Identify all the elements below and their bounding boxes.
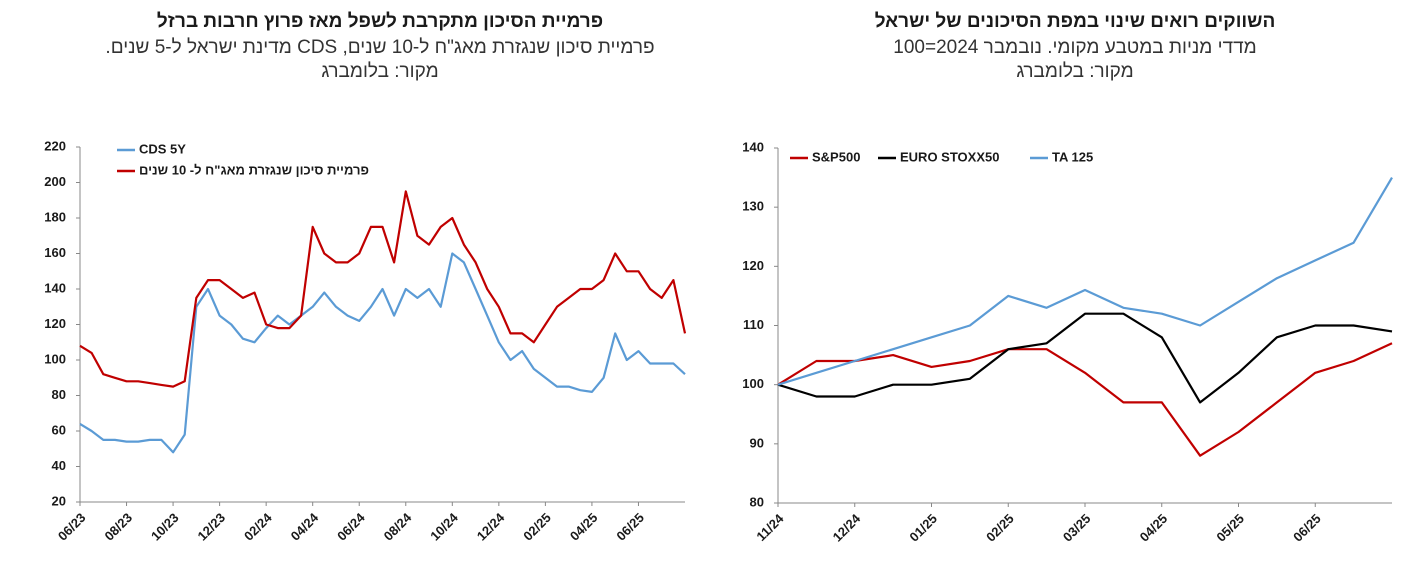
legend-label: EURO STOXX50 — [900, 149, 999, 164]
legend-label: CDS 5Y — [139, 141, 186, 156]
y-tick-label: 140 — [44, 280, 66, 295]
y-tick-label: 160 — [44, 245, 66, 260]
chart-subtitle: פרמיית סיכון שנגזרת מאג"ח ל-10 שנים, CDS… — [105, 37, 654, 58]
y-tick-label: 120 — [44, 316, 66, 331]
y-tick-label: 130 — [742, 199, 764, 214]
y-tick-label: 90 — [750, 435, 764, 450]
y-tick-label: 220 — [44, 138, 66, 153]
y-tick-label: 100 — [742, 376, 764, 391]
x-tick-label: 04/25 — [1137, 511, 1171, 545]
legend-label: פרמיית סיכון שנגזרת מאג"ח ל- 10 שנים — [139, 162, 369, 177]
x-tick-label: 12/23 — [195, 510, 229, 544]
x-tick-label: 04/25 — [567, 510, 601, 544]
x-tick-label: 06/23 — [55, 510, 89, 544]
x-tick-label: 05/25 — [1213, 511, 1247, 545]
x-tick-label: 04/24 — [288, 509, 322, 543]
y-tick-label: 140 — [742, 139, 764, 154]
series-line — [777, 312, 1393, 404]
series-line — [79, 190, 687, 388]
x-tick-label: 02/24 — [241, 509, 275, 543]
x-tick-label: 02/25 — [520, 510, 554, 544]
x-tick-label: 11/24 — [753, 510, 787, 544]
x-tick-label: 10/23 — [148, 510, 182, 544]
x-tick-label: 06/25 — [613, 510, 647, 544]
x-tick-label: 01/25 — [906, 511, 940, 545]
x-tick-label: 12/24 — [830, 510, 864, 544]
series-line — [777, 342, 1393, 457]
chart-title: השווקים רואים שינוי במפת הסיכונים של ישר… — [875, 11, 1276, 32]
x-tick-label: 02/25 — [983, 511, 1017, 545]
x-tick-label: 06/25 — [1290, 511, 1324, 545]
chart-source: מקור: בלומברג — [1016, 61, 1133, 82]
x-tick-label: 06/24 — [334, 509, 368, 543]
series-line — [777, 177, 1393, 386]
y-tick-label: 20 — [52, 493, 66, 508]
y-tick-label: 110 — [743, 317, 764, 332]
y-tick-label: 180 — [44, 209, 66, 224]
x-tick-label: 10/24 — [427, 509, 461, 543]
y-tick-label: 80 — [750, 494, 764, 509]
x-tick-label: 08/24 — [381, 509, 415, 543]
y-tick-label: 120 — [742, 258, 764, 273]
chart-title: פרמיית הסיכון מתקרבת לשפל מאז פרוץ חרבות… — [157, 11, 603, 32]
y-tick-label: 60 — [52, 422, 66, 437]
chart-subtitle: מדדי מניות במטבע מקומי. נובמבר 2024=100 — [893, 37, 1256, 58]
y-tick-label: 80 — [52, 387, 66, 402]
y-tick-label: 40 — [52, 458, 66, 473]
x-tick-label: 08/23 — [101, 510, 135, 544]
x-tick-label: 12/24 — [474, 509, 508, 543]
x-tick-label: 03/25 — [1060, 511, 1094, 545]
y-tick-label: 200 — [44, 174, 66, 189]
legend-label: TA 125 — [1052, 149, 1093, 164]
series-line — [79, 252, 686, 454]
y-tick-label: 100 — [44, 351, 66, 366]
chart-source: מקור: בלומברג — [321, 61, 438, 82]
legend-label: S&P500 — [812, 149, 860, 164]
